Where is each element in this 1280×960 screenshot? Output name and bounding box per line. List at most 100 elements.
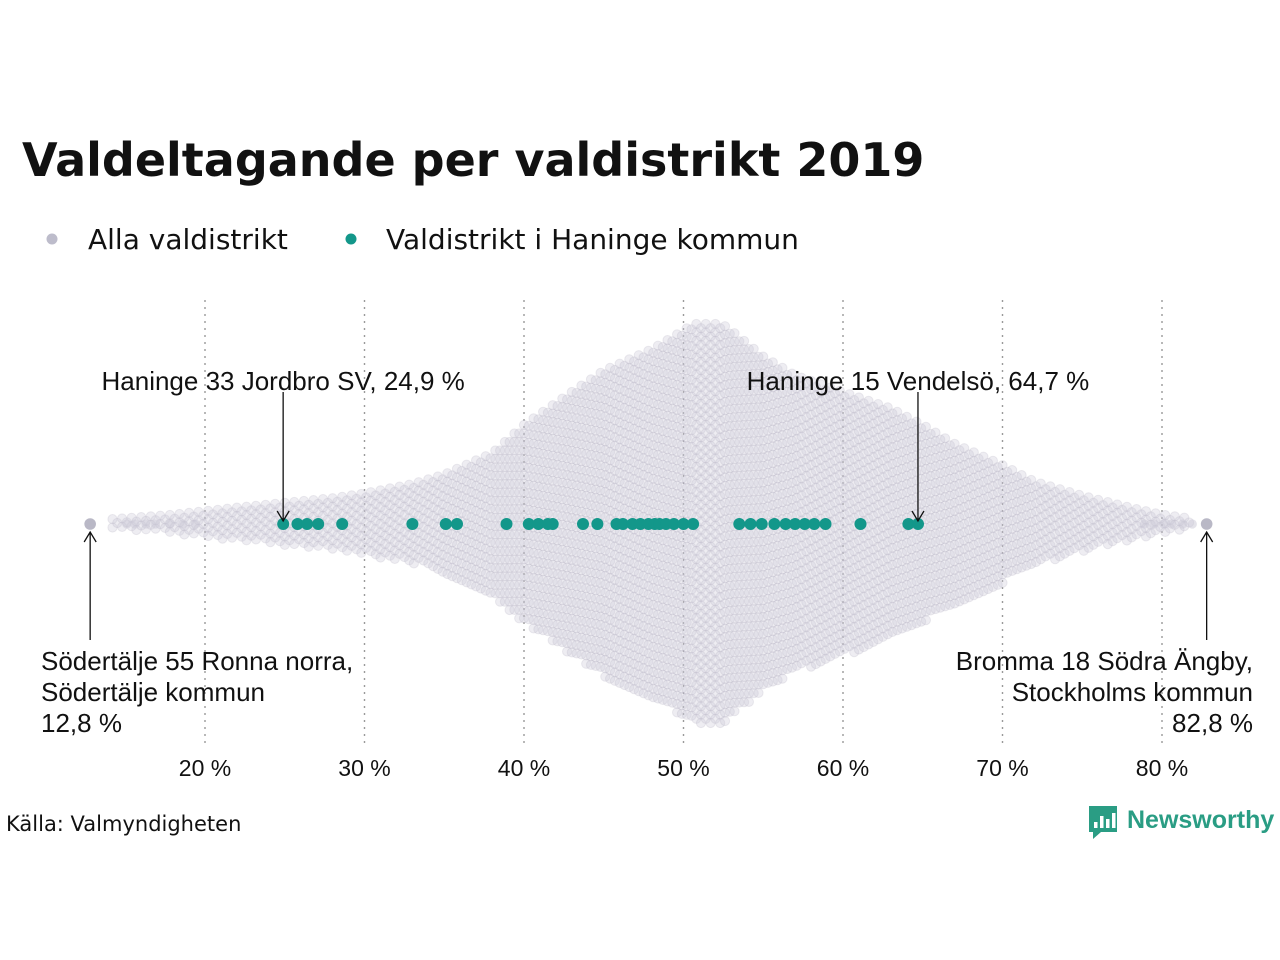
point-all [495, 596, 506, 607]
point-all [284, 501, 295, 512]
point-all [480, 476, 491, 487]
point-all [313, 498, 324, 509]
legend: Alla valdistrikt Valdistrikt i Haninge k… [46, 223, 799, 256]
point-haninge [500, 518, 513, 530]
point-all [375, 544, 386, 555]
point-all [365, 503, 376, 515]
point-haninge [301, 518, 314, 530]
point-all [495, 504, 506, 515]
point-all [265, 511, 276, 523]
point-all [485, 520, 496, 531]
point-all [466, 520, 477, 531]
point-all [308, 503, 319, 514]
point-all [456, 507, 467, 519]
point-all [408, 541, 419, 552]
point-all [451, 480, 463, 491]
point-all [428, 493, 439, 504]
point-all [217, 533, 228, 544]
point-all [380, 522, 391, 533]
point-all [451, 531, 463, 542]
point-all [255, 512, 266, 524]
point-all [313, 532, 324, 543]
point-all [447, 503, 458, 514]
point-all [442, 560, 453, 571]
point-all [380, 488, 391, 499]
point-all [284, 535, 295, 546]
point-all [351, 527, 362, 538]
point-all [203, 505, 214, 516]
point-all [475, 465, 486, 476]
point-all [504, 470, 515, 481]
point-all [418, 505, 429, 516]
point-all [423, 482, 434, 493]
point-all [370, 507, 381, 518]
point-all [485, 495, 496, 506]
point-all [461, 535, 472, 546]
point-all [456, 499, 467, 510]
point-all [495, 470, 506, 481]
point-all [365, 495, 376, 506]
brand-name: Newsworthy [1127, 806, 1274, 834]
point-all [279, 531, 290, 542]
point-all [447, 554, 458, 565]
point-all [141, 519, 151, 529]
point-all [236, 531, 247, 542]
point-all [337, 491, 348, 502]
point-all [475, 558, 486, 569]
point-all [222, 512, 233, 523]
point-all [241, 526, 252, 538]
point-all [447, 495, 458, 506]
point-all [471, 539, 482, 550]
point-all [327, 543, 338, 554]
point-all [418, 530, 429, 541]
point-all [270, 498, 281, 509]
point-all [389, 511, 400, 523]
point-haninge [451, 518, 463, 530]
point-all [499, 445, 510, 456]
point-all [485, 537, 496, 548]
point-all [361, 534, 372, 545]
annotation-text: Stockholms kommun [1012, 677, 1253, 707]
point-all [380, 505, 391, 516]
point-all [260, 499, 271, 510]
point-all [432, 505, 443, 516]
point-all [432, 479, 443, 490]
point-all [294, 534, 305, 545]
point-all [370, 549, 381, 560]
point-all [188, 528, 199, 539]
point-all [241, 535, 252, 546]
point-all [361, 509, 372, 520]
point-all [246, 513, 257, 524]
point-all [485, 554, 496, 565]
point-all [471, 522, 482, 533]
point-all [384, 500, 396, 511]
point-all [1166, 519, 1177, 529]
point-all [456, 474, 467, 485]
point-all [480, 493, 491, 504]
point-all [480, 585, 491, 596]
point-all [365, 545, 376, 557]
point-all [375, 493, 386, 504]
point-all [236, 506, 247, 517]
point-all [447, 537, 458, 548]
point-all [495, 495, 506, 506]
point-all [298, 504, 309, 515]
point-all [456, 549, 467, 561]
point-all [399, 535, 410, 546]
point-all [375, 552, 386, 563]
point-all [365, 537, 376, 548]
point-all [404, 479, 415, 490]
point-all [356, 488, 367, 500]
point-all [322, 539, 333, 551]
point-all [227, 507, 238, 518]
point-all [471, 505, 482, 516]
point-all [499, 562, 510, 574]
point-all [418, 488, 429, 499]
point-haninge [591, 518, 604, 530]
point-all [471, 497, 482, 508]
point-all [217, 516, 228, 527]
point-all [341, 545, 353, 556]
point-all [375, 502, 386, 513]
point-all [231, 519, 242, 530]
point-all [207, 509, 219, 520]
